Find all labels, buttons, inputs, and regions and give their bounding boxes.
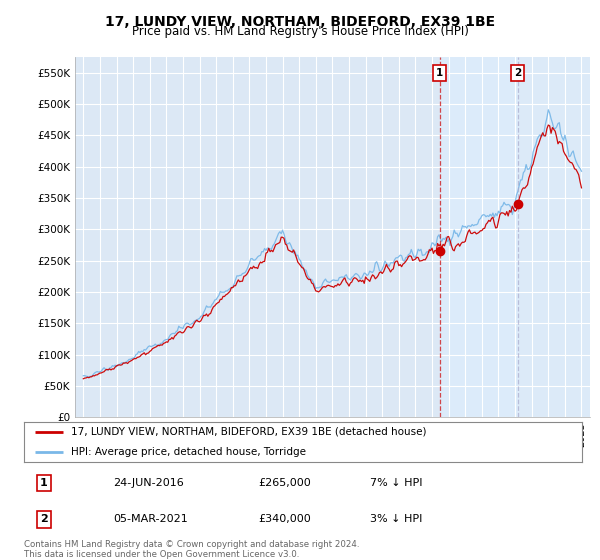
Text: 1: 1 [40, 478, 47, 488]
Text: 1: 1 [436, 68, 443, 78]
Text: 17, LUNDY VIEW, NORTHAM, BIDEFORD, EX39 1BE (detached house): 17, LUNDY VIEW, NORTHAM, BIDEFORD, EX39 … [71, 427, 427, 437]
Text: HPI: Average price, detached house, Torridge: HPI: Average price, detached house, Torr… [71, 447, 307, 457]
Text: 3% ↓ HPI: 3% ↓ HPI [370, 515, 422, 524]
Bar [518, 57, 590, 417]
Text: 17, LUNDY VIEW, NORTHAM, BIDEFORD, EX39 1BE: 17, LUNDY VIEW, NORTHAM, BIDEFORD, EX39 … [105, 15, 495, 29]
Text: 05-MAR-2021: 05-MAR-2021 [113, 515, 188, 524]
Text: 2: 2 [514, 68, 521, 78]
Bar [440, 57, 518, 417]
Text: £265,000: £265,000 [259, 478, 311, 488]
Text: Price paid vs. HM Land Registry's House Price Index (HPI): Price paid vs. HM Land Registry's House … [131, 25, 469, 38]
Text: £340,000: £340,000 [259, 515, 311, 524]
Text: 7% ↓ HPI: 7% ↓ HPI [370, 478, 422, 488]
Text: Contains HM Land Registry data © Crown copyright and database right 2024.
This d: Contains HM Land Registry data © Crown c… [24, 540, 359, 559]
Text: 2: 2 [40, 515, 47, 524]
Text: 24-JUN-2016: 24-JUN-2016 [113, 478, 184, 488]
